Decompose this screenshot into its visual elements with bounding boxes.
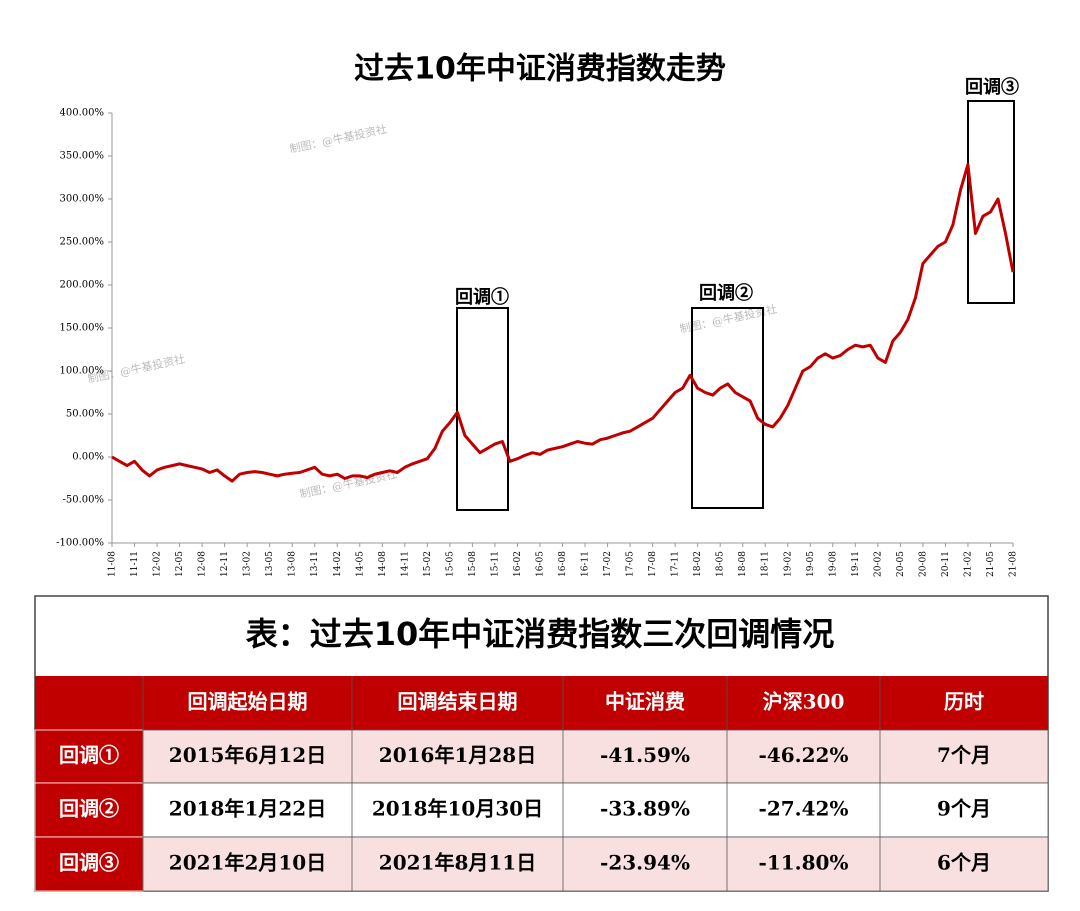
header-cell: 历时 [944,690,984,714]
x-tick-label: 19-05 [806,551,816,577]
x-tick-label: 13-08 [288,551,298,577]
x-tick-label: 18-08 [738,551,748,577]
y-tick-label: -50.00% [62,495,104,506]
y-tick-label: 50.00% [66,409,104,420]
x-tick-label: 11-11 [130,551,140,577]
x-tick-label: 21-02 [963,551,973,577]
x-tick-label: 19-08 [828,551,838,577]
cell: 2021年8月11日 [379,851,536,875]
x-tick-label: 14-02 [333,551,343,577]
x-tick-label: 15-05 [445,551,455,577]
x-tick-label: 17-08 [648,551,658,577]
cell: 2018年1月22日 [169,797,326,821]
x-tick-label: 12-08 [198,551,208,577]
cell: -11.80% [759,851,849,875]
x-tick-label: 20-11 [941,551,951,577]
x-tick-label: 16-05 [535,551,545,577]
header-row [35,676,1048,730]
x-tick-label: 16-11 [581,551,591,577]
annotation-box [967,100,1015,304]
x-tick-label: 13-11 [310,551,320,577]
x-tick-label: 18-11 [761,551,771,577]
cell: -41.59% [600,743,690,767]
annotation-box [691,307,764,509]
x-tick-label: 18-02 [693,551,703,577]
x-tick-label: 17-02 [603,551,613,577]
row-bg [142,836,1049,892]
x-tick-label: 21-05 [986,551,996,577]
x-tick-label: 16-08 [558,551,568,577]
watermark: 制图：@牛基投资社 [288,122,388,156]
x-tick-label: 18-05 [716,551,726,577]
x-tick-label: 12-05 [175,551,185,577]
x-tick-label: 15-08 [468,551,478,577]
x-tick-label: 17-05 [626,551,636,577]
y-tick-label: 250.00% [60,237,105,248]
x-tick-label: 14-05 [355,551,365,577]
y-tick-label: 400.00% [60,108,105,119]
x-tick-label: 12-02 [153,551,163,577]
cell: -46.22% [759,743,849,767]
table-title: 表：过去10年中证消费指数三次回调情况 [246,615,835,653]
cell: 9个月 [937,797,991,821]
x-tick-label: 21-08 [1009,551,1019,577]
x-tick-label: 16-02 [513,551,523,577]
header-cell: 回调起始日期 [188,690,308,714]
row-header: 回调③ [59,851,119,875]
x-tick-label: 15-11 [490,551,500,577]
chart-title: 过去10年中证消费指数走势 [354,52,726,87]
x-tick-label: 13-05 [265,551,275,577]
cell: -33.89% [600,797,690,821]
y-tick-label: 150.00% [60,323,105,334]
annotation: 回调① [455,286,509,308]
x-tick-label: 14-11 [400,551,410,577]
cell: -27.42% [759,797,849,821]
annotation-box [456,307,509,511]
row-head-bg [34,782,144,838]
row-header: 回调② [59,797,119,821]
annotation: 回调③ [965,76,1019,98]
y-tick-label: 350.00% [60,151,105,162]
y-tick-label: 300.00% [60,194,105,205]
x-tick-label: 13-02 [243,551,253,577]
x-tick-label: 17-11 [671,551,681,577]
data-line [111,163,1015,483]
y-tick-label: 0.00% [72,452,104,463]
cell: 2018年10月30日 [372,797,543,821]
y-tick-label: -100.00% [56,538,104,549]
cell: 2021年2月10日 [169,851,326,875]
x-tick-label: 14-08 [378,551,388,577]
cell: -23.94% [600,851,690,875]
x-tick-label: 19-02 [783,551,793,577]
y-tick-label: 100.00% [60,366,105,377]
x-tick-label: 20-08 [918,551,928,577]
header-cell: 中证消费 [605,690,685,714]
row-header: 回调① [59,743,119,767]
x-tick-label: 19-11 [851,551,861,577]
annotation: 回调② [699,282,753,304]
row-head-bg [34,836,144,892]
x-tick-label: 15-02 [423,551,433,577]
y-tick-label: 200.00% [60,280,105,291]
x-tick-label: 20-02 [873,551,883,577]
cell: 7个月 [937,743,991,767]
x-tick-label: 11-08 [108,551,118,577]
header-cell: 回调结束日期 [398,690,518,714]
cell: 6个月 [937,851,991,875]
x-tick-label: 12-11 [220,551,230,577]
header-cell: 沪深300 [763,690,845,714]
x-tick-label: 20-05 [896,551,906,577]
table: 表：过去10年中证消费指数三次回调情况 回调起始日期 回调结束日期 中证消费 沪深30… [34,595,1049,892]
cell: 2016年1月28日 [379,743,536,767]
cell: 2015年6月12日 [169,743,326,767]
